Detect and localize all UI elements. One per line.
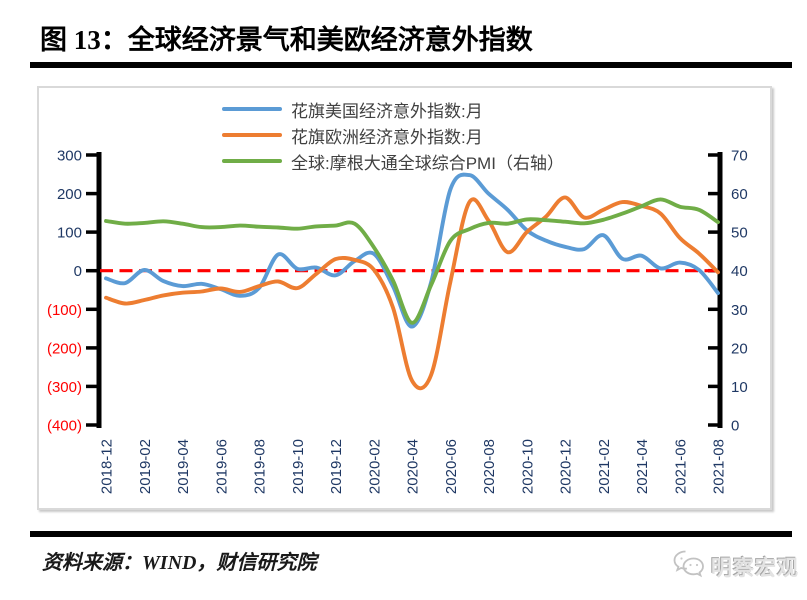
- brand-logo: 明察宏观: [672, 549, 799, 584]
- legend-item-us: 花旗美国经济意外指数:月: [222, 96, 483, 122]
- legend-label: 全球:摩根大通全球综合PMI（右轴）: [291, 153, 564, 173]
- title-divider: [30, 62, 792, 68]
- legend-label: 花旗欧洲经济意外指数:月: [291, 127, 483, 147]
- legend-swatch: [222, 107, 282, 111]
- source-text: 资料来源：WIND，财信研究院: [42, 552, 317, 574]
- legend-item-europe: 花旗欧洲经济意外指数:月: [222, 122, 483, 148]
- legend-item-pmi: 全球:摩根大通全球综合PMI（右轴）: [222, 148, 564, 174]
- wechat-icon: [672, 549, 706, 584]
- legend-label: 花旗美国经济意外指数:月: [291, 101, 483, 121]
- brand-text: 明察宏观: [711, 556, 799, 580]
- legend-swatch: [222, 159, 282, 163]
- footer-divider: [30, 531, 792, 537]
- chart-legend: 花旗美国经济意外指数:月 花旗欧洲经济意外指数:月 全球:摩根大通全球综合PMI…: [222, 96, 564, 174]
- page-title: 图 13：全球经济景气和美欧经济意外指数: [40, 25, 533, 55]
- legend-swatch: [222, 133, 282, 137]
